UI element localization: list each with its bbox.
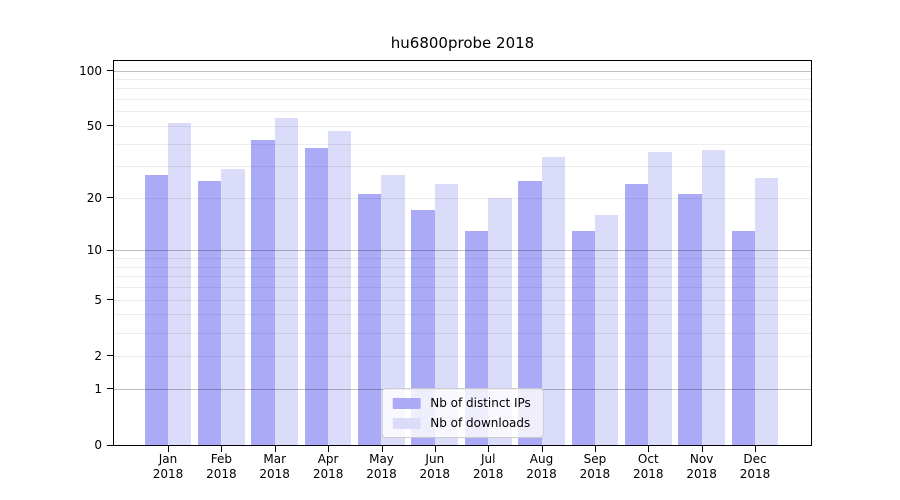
minor-gridline-80 [114, 88, 811, 90]
bar-nb-of-downloads-jul [488, 197, 512, 445]
y-tick-mark-20 [107, 197, 113, 199]
x-tick-mark-nov [701, 446, 703, 452]
x-tick-mark-apr [328, 446, 330, 452]
bar-nb-of-downloads-apr [328, 130, 352, 445]
y-tick-mark-100 [107, 70, 113, 71]
x-tick-label-nov: Nov 2018 [686, 452, 717, 481]
y-tick-mark-10 [107, 249, 113, 251]
y-tick-label-10: 10 [86, 243, 102, 258]
y-tick-label-5: 5 [94, 292, 102, 307]
minor-gridline-40 [114, 143, 811, 145]
bar-nb-of-downloads-feb [221, 169, 245, 445]
chart-title: hu6800probe 2018 [390, 34, 535, 52]
x-tick-label-aug: Aug 2018 [526, 452, 557, 481]
x-tick-label-oct: Oct 2018 [633, 452, 664, 481]
y-tick-label-100: 100 [79, 63, 102, 78]
bar-nb-of-downloads-may [381, 174, 405, 445]
bar-nb-of-distinct-ips-aug [518, 180, 542, 445]
minor-gridline-70 [114, 99, 811, 101]
bar-nb-of-distinct-ips-mar [251, 139, 275, 445]
y-tick-label-1: 1 [94, 381, 102, 396]
bar-nb-of-distinct-ips-jan [144, 174, 168, 445]
x-tick-mark-feb [221, 446, 223, 452]
legend-swatch-downloads [392, 417, 421, 429]
minor-gridline-50 [114, 125, 811, 127]
y-tick-mark-0 [107, 444, 113, 446]
y-tick-mark-1 [107, 388, 113, 390]
legend-item-downloads: Nb of downloads [392, 416, 531, 430]
x-tick-mark-jul [488, 446, 490, 452]
x-tick-mark-may [381, 446, 383, 452]
bar-nb-of-downloads-nov [701, 149, 726, 445]
x-tick-mark-jan [168, 446, 169, 452]
x-tick-label-sep: Sep 2018 [579, 452, 611, 481]
bar-nb-of-downloads-jan [168, 122, 192, 445]
bar-nb-of-downloads-jun [434, 183, 459, 445]
y-tick-label-50: 50 [86, 118, 102, 133]
x-tick-mark-mar [274, 446, 276, 452]
bar-nb-of-distinct-ips-may [358, 194, 382, 445]
bar-nb-of-distinct-ips-dec [731, 230, 755, 445]
major-gridline-100 [114, 70, 811, 72]
x-tick-label-jul: Jul 2018 [472, 452, 504, 481]
x-tick-label-mar: Mar 2018 [259, 452, 290, 481]
bar-nb-of-distinct-ips-sep [571, 230, 595, 445]
bar-nb-of-distinct-ips-jun [411, 210, 435, 445]
x-tick-label-jan: Jan 2018 [152, 452, 184, 481]
y-tick-label-2: 2 [94, 348, 102, 363]
minor-gridline-90 [114, 79, 811, 80]
legend-swatch-distinct-ips [392, 397, 421, 409]
y-tick-mark-5 [107, 299, 113, 301]
y-tick-mark-2 [107, 355, 113, 357]
x-tick-mark-jun [434, 446, 436, 452]
bar-nb-of-downloads-sep [594, 215, 619, 445]
minor-gridline-60 [114, 111, 811, 113]
bar-nb-of-downloads-dec [755, 177, 779, 445]
x-tick-mark-aug [541, 446, 543, 452]
x-tick-mark-dec [755, 446, 756, 452]
y-tick-label-0: 0 [94, 438, 102, 452]
x-tick-label-jun: Jun 2018 [419, 452, 451, 481]
bar-nb-of-downloads-mar [274, 118, 299, 445]
bar-nb-of-distinct-ips-nov [678, 194, 702, 445]
legend: Nb of distinct IPs Nb of downloads [381, 388, 544, 438]
bar-nb-of-downloads-aug [541, 156, 565, 445]
x-tick-label-may: May 2018 [366, 452, 397, 481]
legend-label-downloads: Nb of downloads [430, 416, 531, 430]
x-tick-label-apr: Apr 2018 [312, 452, 344, 481]
bar-nb-of-downloads-oct [648, 152, 672, 445]
bar-nb-of-distinct-ips-feb [197, 180, 222, 445]
y-tick-label-20: 20 [86, 190, 102, 205]
legend-item-distinct-ips: Nb of distinct IPs [392, 396, 531, 410]
plot-area: 100 50 20 10 5 2 1 0 Jan 2018 Feb 2018 Mar 2018 Apr… [79, 60, 812, 481]
x-tick-label-dec: Dec 2018 [739, 452, 771, 481]
x-tick-mark-sep [594, 446, 596, 452]
bar-nb-of-distinct-ips-oct [624, 183, 649, 445]
x-tick-mark-oct [648, 446, 650, 452]
legend-label-distinct-ips: Nb of distinct IPs [430, 396, 531, 410]
y-tick-mark-50 [107, 125, 113, 127]
bar-nb-of-distinct-ips-apr [304, 147, 329, 445]
x-tick-label-feb: Feb 2018 [206, 452, 237, 481]
